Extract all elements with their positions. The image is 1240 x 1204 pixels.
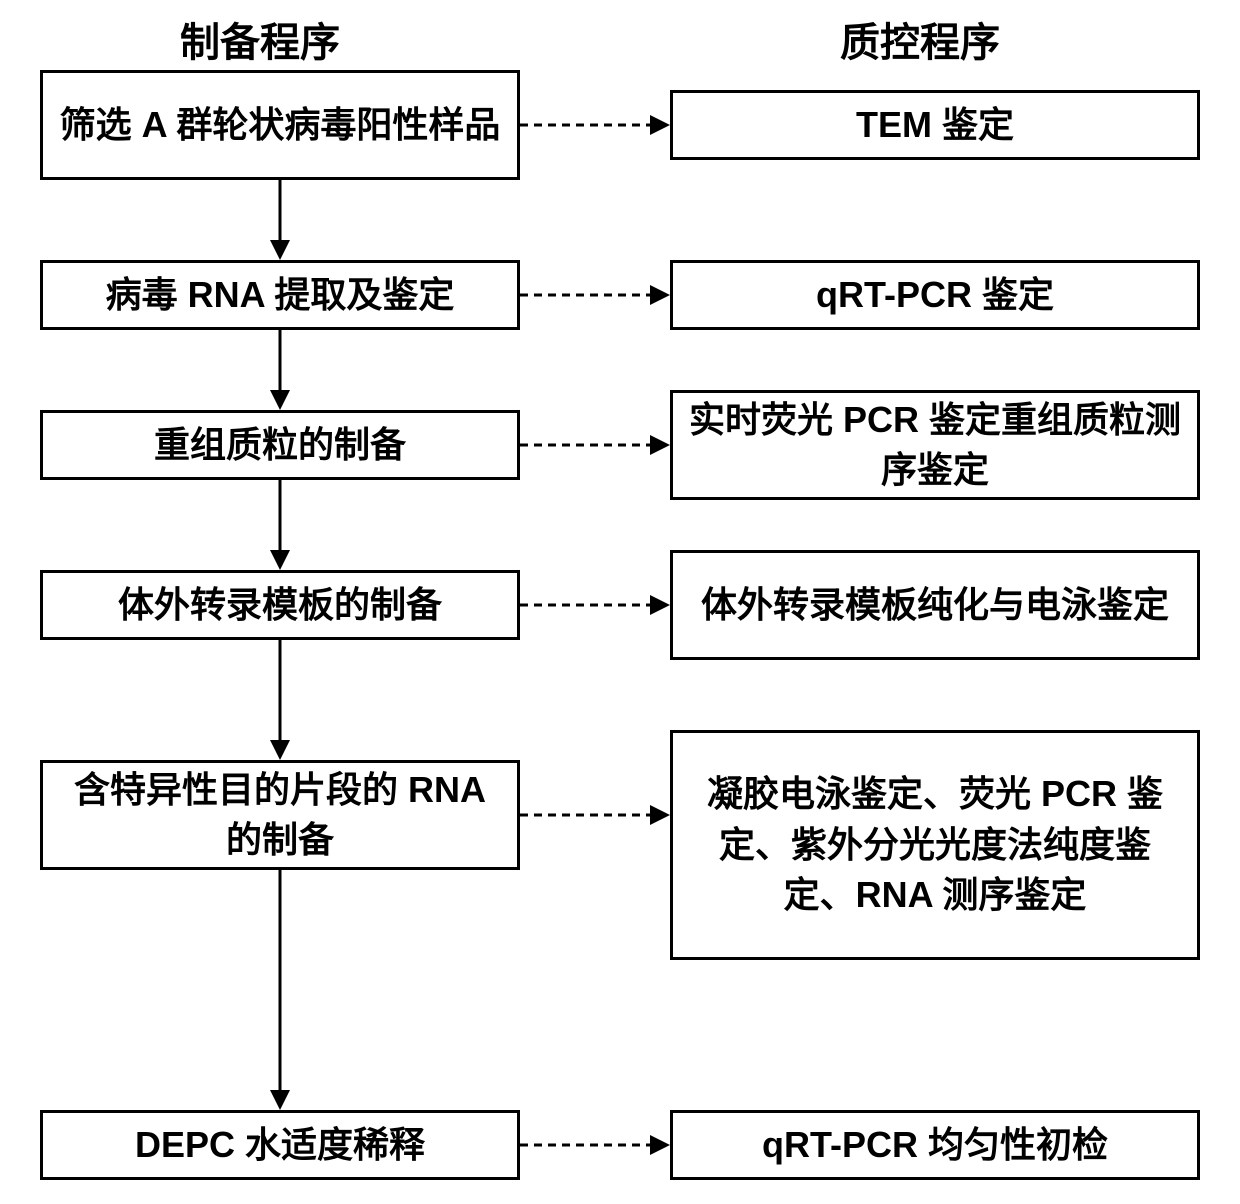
left-box-4-text: 体外转录模板的制备	[118, 580, 442, 630]
dashed-arrow-6	[520, 1130, 670, 1160]
dashed-arrow-2	[520, 280, 670, 310]
dashed-arrow-5	[520, 800, 670, 830]
right-box-4-text: 体外转录模板纯化与电泳鉴定	[701, 580, 1169, 630]
left-box-5: 含特异性目的片段的 RNA 的制备	[40, 760, 520, 870]
solid-arrow-2	[265, 330, 295, 410]
dashed-arrow-3	[520, 430, 670, 460]
left-box-6: DEPC 水适度稀释	[40, 1110, 520, 1180]
dashed-arrow-4	[520, 590, 670, 620]
right-box-1: TEM 鉴定	[670, 90, 1200, 160]
left-box-1-text: 筛选 A 群轮状病毒阳性样品	[60, 100, 501, 150]
solid-arrow-5	[265, 870, 295, 1110]
left-box-4: 体外转录模板的制备	[40, 570, 520, 640]
left-box-3: 重组质粒的制备	[40, 410, 520, 480]
left-box-2-text: 病毒 RNA 提取及鉴定	[106, 270, 455, 320]
right-box-6: qRT-PCR 均匀性初检	[670, 1110, 1200, 1180]
left-box-2: 病毒 RNA 提取及鉴定	[40, 260, 520, 330]
dashed-arrow-1	[520, 110, 670, 140]
solid-arrow-4	[265, 640, 295, 760]
right-box-5-text: 凝胶电泳鉴定、荧光 PCR 鉴定、紫外分光光度法纯度鉴定、RNA 测序鉴定	[685, 769, 1185, 920]
left-box-5-text: 含特异性目的片段的 RNA 的制备	[55, 765, 505, 866]
right-box-2: qRT-PCR 鉴定	[670, 260, 1200, 330]
right-box-6-text: qRT-PCR 均匀性初检	[762, 1120, 1108, 1170]
solid-arrow-1	[265, 180, 295, 260]
right-box-2-text: qRT-PCR 鉴定	[816, 270, 1054, 320]
right-box-1-text: TEM 鉴定	[856, 100, 1014, 150]
left-box-6-text: DEPC 水适度稀释	[135, 1120, 425, 1170]
solid-arrow-3	[265, 480, 295, 570]
right-box-3: 实时荧光 PCR 鉴定重组质粒测序鉴定	[670, 390, 1200, 500]
right-box-3-text: 实时荧光 PCR 鉴定重组质粒测序鉴定	[685, 395, 1185, 496]
right-box-5: 凝胶电泳鉴定、荧光 PCR 鉴定、紫外分光光度法纯度鉴定、RNA 测序鉴定	[670, 730, 1200, 960]
left-box-3-text: 重组质粒的制备	[154, 420, 406, 470]
right-column-header: 质控程序	[840, 10, 1000, 68]
left-column-header: 制备程序	[180, 10, 340, 68]
right-box-4: 体外转录模板纯化与电泳鉴定	[670, 550, 1200, 660]
left-box-1: 筛选 A 群轮状病毒阳性样品	[40, 70, 520, 180]
